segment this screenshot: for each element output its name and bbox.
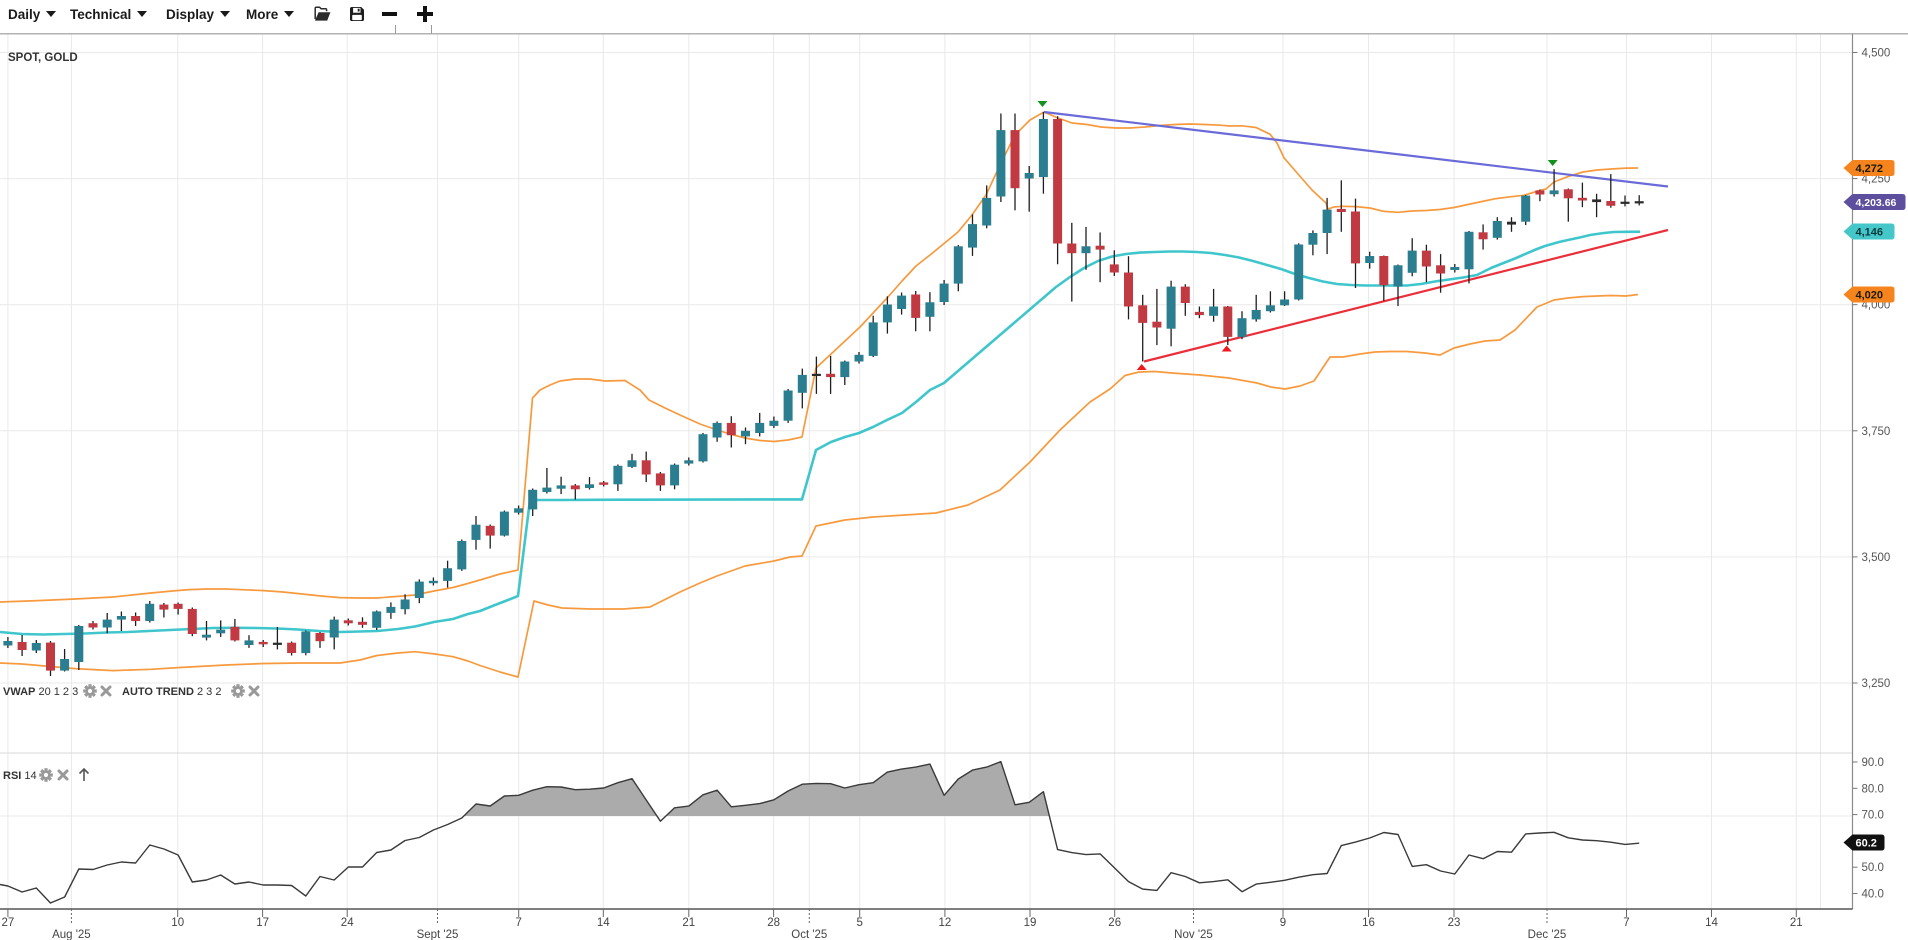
svg-text:26: 26: [1108, 917, 1121, 929]
svg-text:23: 23: [1448, 917, 1461, 929]
svg-text:24: 24: [341, 917, 354, 929]
svg-text:3,500: 3,500: [1862, 552, 1891, 564]
svg-text:40.0: 40.0: [1862, 889, 1884, 901]
svg-text:9: 9: [1280, 917, 1286, 929]
svg-text:14: 14: [597, 917, 610, 929]
svg-text:4,020: 4,020: [1856, 290, 1884, 302]
svg-text:4,500: 4,500: [1862, 48, 1891, 60]
svg-text:Oct '25: Oct '25: [791, 929, 827, 940]
svg-text:Aug '25: Aug '25: [52, 929, 91, 940]
svg-text:Nov '25: Nov '25: [1174, 929, 1213, 940]
svg-text:7: 7: [1623, 917, 1629, 929]
svg-text:SPOT, GOLD: SPOT, GOLD: [8, 52, 78, 64]
svg-text:4,203.66: 4,203.66: [1856, 197, 1897, 209]
svg-text:27: 27: [2, 917, 15, 929]
svg-text:21: 21: [1790, 917, 1803, 929]
svg-text:3,750: 3,750: [1862, 426, 1891, 438]
svg-text:90.0: 90.0: [1862, 757, 1884, 769]
svg-text:28: 28: [767, 917, 780, 929]
svg-text:5: 5: [856, 917, 862, 929]
svg-text:VWAP 20 1 2 3: VWAP 20 1 2 3: [3, 686, 78, 698]
svg-text:16: 16: [1362, 917, 1375, 929]
svg-text:4,000: 4,000: [1862, 300, 1891, 312]
svg-text:4,146: 4,146: [1856, 227, 1884, 239]
svg-text:4,250: 4,250: [1862, 174, 1891, 186]
svg-text:7: 7: [515, 917, 521, 929]
svg-text:Dec '25: Dec '25: [1528, 929, 1567, 940]
svg-text:3,250: 3,250: [1862, 678, 1891, 690]
svg-text:19: 19: [1024, 917, 1037, 929]
svg-text:21: 21: [682, 917, 695, 929]
svg-text:60.2: 60.2: [1856, 838, 1877, 850]
svg-text:AUTO TREND 2 3 2: AUTO TREND 2 3 2: [122, 686, 221, 698]
svg-text:4,272: 4,272: [1856, 163, 1884, 175]
svg-text:14: 14: [1705, 917, 1718, 929]
svg-text:Sept '25: Sept '25: [417, 929, 459, 940]
svg-text:50.0: 50.0: [1862, 862, 1884, 874]
svg-text:17: 17: [256, 917, 269, 929]
svg-text:10: 10: [171, 917, 184, 929]
svg-text:80.0: 80.0: [1862, 783, 1884, 795]
svg-text:12: 12: [939, 917, 952, 929]
svg-text:70.0: 70.0: [1862, 810, 1884, 822]
svg-text:RSI 14: RSI 14: [3, 770, 37, 782]
